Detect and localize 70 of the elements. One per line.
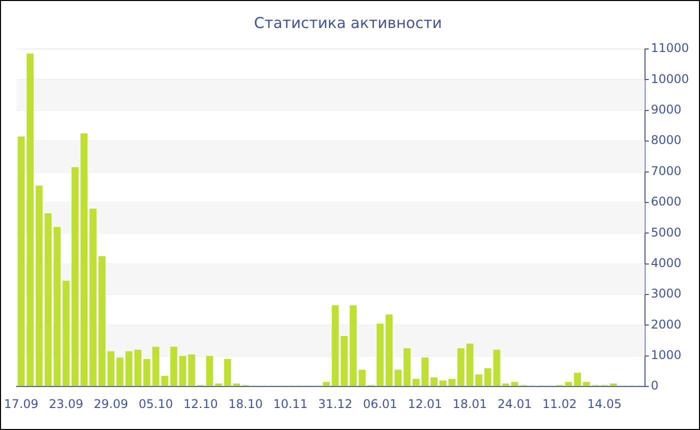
bar (215, 384, 222, 386)
bar (18, 136, 25, 386)
bar (448, 378, 456, 386)
y-tick-label: 10000 (650, 72, 690, 86)
bar (152, 346, 160, 386)
x-tick-label: 05.10 (138, 396, 173, 411)
bar (72, 167, 79, 386)
x-tick-label: 31.12 (318, 396, 352, 411)
bar (457, 348, 464, 386)
x-tick-label: 18.01 (452, 396, 488, 411)
bar (89, 208, 96, 386)
bar (583, 382, 590, 386)
y-tick-label: 7000 (650, 164, 682, 178)
x-tick-label: 23.09 (48, 396, 84, 411)
x-tick-label: 06.01 (362, 396, 398, 411)
bar (116, 357, 124, 386)
bar (439, 380, 446, 386)
bar (179, 356, 186, 386)
bar (54, 227, 61, 386)
x-tick-label: 12.10 (183, 396, 218, 411)
bar (350, 305, 357, 386)
bar (322, 382, 330, 386)
y-tick-label: 3000 (650, 286, 682, 301)
x-tick-label: 18.10 (228, 396, 263, 411)
bar (224, 358, 232, 386)
bar (574, 372, 582, 386)
x-tick-label: 29.09 (94, 396, 128, 411)
bar (233, 384, 240, 386)
bar (26, 54, 34, 386)
bar (511, 382, 518, 386)
x-tick-label: 14.05 (587, 396, 622, 411)
bar (412, 378, 420, 386)
bar (44, 213, 52, 386)
bar (98, 256, 106, 386)
bar (565, 382, 572, 386)
x-tick-label: 12.01 (408, 396, 442, 411)
bar (404, 348, 411, 386)
x-tick-label: 24.01 (498, 396, 532, 411)
bar (475, 374, 482, 386)
bar (358, 370, 366, 386)
bar (125, 351, 132, 386)
bar (62, 280, 70, 386)
x-tick-label: 10.11 (273, 396, 308, 411)
x-tick-label: 11.02 (542, 396, 577, 411)
bar (610, 384, 617, 386)
chart-title: Статистика активности (254, 14, 442, 32)
y-tick-label: 9000 (650, 102, 682, 117)
y-tick-label: 4000 (650, 256, 682, 270)
y-tick-label: 2000 (650, 317, 682, 332)
bar (386, 314, 393, 386)
bar (394, 370, 402, 386)
bar (466, 344, 474, 386)
x-tick-label: 17.09 (4, 396, 38, 411)
bar (206, 356, 214, 386)
bar (376, 324, 384, 386)
bar (80, 133, 88, 386)
y-tick-label: 0 (650, 378, 658, 393)
bar (36, 186, 43, 386)
bar (134, 350, 142, 386)
y-tick-label: 8000 (650, 133, 682, 148)
bar (107, 351, 114, 386)
bar (430, 377, 438, 386)
y-tick-label: 5000 (650, 225, 682, 240)
bar (484, 368, 492, 386)
y-tick-label: 6000 (650, 194, 682, 209)
y-tick-label: 11000 (650, 41, 690, 56)
bar (421, 357, 428, 386)
y-tick-label: 1000 (650, 348, 682, 362)
bar (188, 354, 196, 386)
bar (143, 358, 150, 386)
